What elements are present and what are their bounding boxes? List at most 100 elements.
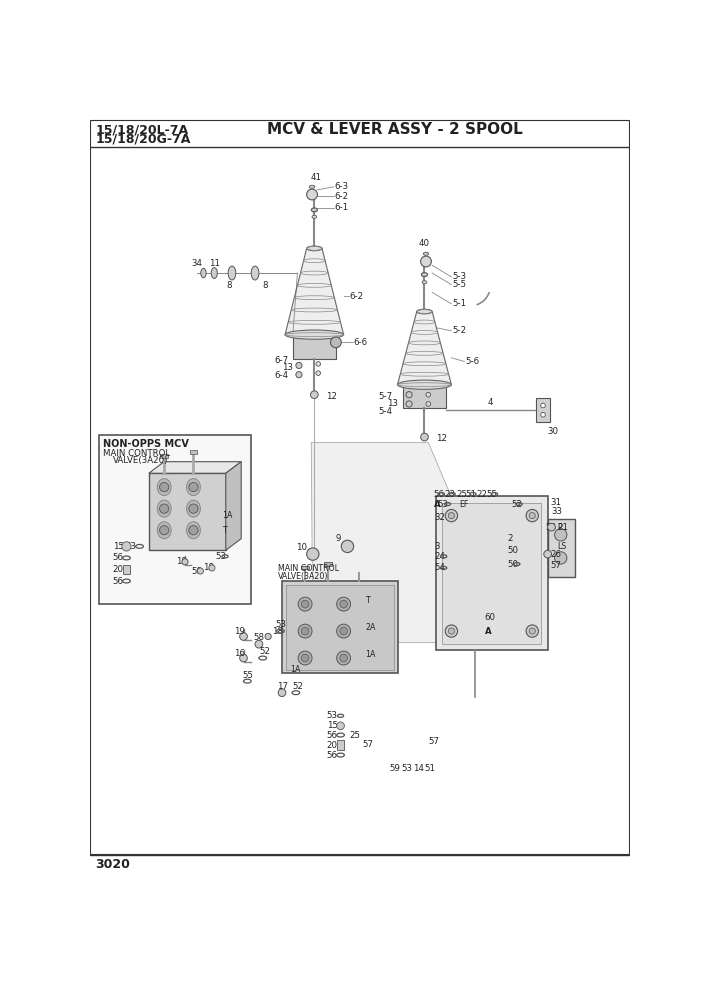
Text: 50: 50 — [508, 559, 519, 568]
Text: 5-7: 5-7 — [378, 392, 392, 401]
Text: 57: 57 — [550, 561, 561, 570]
Circle shape — [529, 628, 536, 634]
Text: 56: 56 — [326, 730, 338, 740]
Circle shape — [541, 403, 545, 408]
Text: 60: 60 — [484, 613, 496, 623]
Circle shape — [301, 627, 309, 635]
Bar — [124, 564, 130, 574]
Polygon shape — [285, 248, 343, 334]
Text: 17: 17 — [277, 682, 288, 691]
Ellipse shape — [310, 186, 314, 188]
Text: VALVE(3A20): VALVE(3A20) — [278, 572, 329, 581]
Ellipse shape — [157, 478, 171, 496]
Text: 19: 19 — [234, 627, 245, 636]
Circle shape — [307, 548, 319, 560]
Text: 53: 53 — [326, 711, 338, 720]
Text: 18: 18 — [203, 563, 213, 572]
Ellipse shape — [421, 273, 428, 277]
Text: 52: 52 — [292, 682, 303, 691]
Circle shape — [301, 600, 309, 608]
Text: 57: 57 — [428, 737, 439, 746]
Bar — [160, 454, 168, 458]
Text: 58: 58 — [191, 566, 202, 575]
Text: 5-4: 5-4 — [378, 407, 392, 416]
Text: 15/18/20G-7A: 15/18/20G-7A — [95, 133, 191, 146]
Circle shape — [189, 482, 198, 492]
Text: 53: 53 — [126, 542, 137, 551]
Ellipse shape — [201, 269, 206, 278]
Ellipse shape — [157, 522, 171, 539]
Text: 6-1: 6-1 — [334, 203, 348, 212]
Text: MAIN CONTROL: MAIN CONTROL — [278, 564, 339, 573]
Text: 8: 8 — [263, 281, 268, 290]
Text: 58: 58 — [253, 633, 265, 642]
Text: 19: 19 — [176, 558, 187, 566]
Bar — [282, 581, 397, 674]
Circle shape — [340, 654, 347, 662]
Circle shape — [197, 568, 204, 574]
Circle shape — [445, 625, 458, 637]
Bar — [338, 740, 343, 750]
Circle shape — [239, 633, 247, 640]
Circle shape — [340, 627, 347, 635]
Bar — [301, 565, 309, 569]
Circle shape — [341, 541, 354, 553]
Text: 52: 52 — [512, 500, 522, 509]
Ellipse shape — [157, 500, 171, 517]
Ellipse shape — [285, 330, 343, 339]
Ellipse shape — [251, 266, 259, 280]
Circle shape — [449, 628, 454, 634]
Ellipse shape — [187, 500, 200, 517]
Circle shape — [159, 526, 168, 535]
Text: 32: 32 — [435, 514, 446, 523]
Text: 5-1: 5-1 — [452, 300, 466, 309]
Text: 10: 10 — [296, 544, 307, 553]
Circle shape — [310, 391, 318, 399]
Text: 55: 55 — [242, 672, 253, 681]
Text: 1A: 1A — [365, 650, 376, 659]
Ellipse shape — [312, 215, 317, 218]
Text: 8: 8 — [227, 281, 232, 290]
Text: 6-2: 6-2 — [334, 191, 348, 200]
Text: 6-4: 6-4 — [274, 371, 289, 380]
Bar — [149, 473, 226, 551]
Text: 26: 26 — [550, 550, 561, 558]
Text: LS: LS — [557, 542, 567, 551]
Circle shape — [337, 597, 350, 611]
Text: 52: 52 — [259, 648, 270, 657]
Text: 18: 18 — [272, 627, 283, 636]
Polygon shape — [397, 311, 451, 385]
Text: 22: 22 — [476, 489, 487, 499]
Text: 13: 13 — [282, 363, 293, 372]
Text: 41: 41 — [310, 173, 322, 183]
Circle shape — [298, 624, 312, 638]
Text: 2: 2 — [508, 534, 513, 544]
Text: T: T — [365, 596, 370, 605]
Bar — [442, 503, 541, 644]
Text: 1A: 1A — [222, 511, 232, 520]
Text: 53: 53 — [437, 500, 449, 509]
Text: 3020: 3020 — [95, 858, 131, 871]
Text: 30: 30 — [548, 428, 559, 436]
Circle shape — [298, 651, 312, 665]
Bar — [403, 385, 446, 408]
Bar — [293, 334, 336, 359]
Text: 34: 34 — [192, 259, 203, 268]
Circle shape — [189, 504, 198, 513]
Text: 25: 25 — [456, 489, 467, 499]
Circle shape — [449, 513, 454, 519]
Text: 13: 13 — [388, 400, 399, 409]
Text: 2A: 2A — [365, 623, 376, 632]
Text: 55: 55 — [486, 489, 498, 499]
Circle shape — [296, 362, 302, 368]
Circle shape — [265, 634, 271, 640]
Circle shape — [420, 434, 428, 440]
Ellipse shape — [211, 268, 218, 279]
Text: 6-7: 6-7 — [274, 355, 289, 364]
Circle shape — [239, 654, 247, 662]
Text: 40: 40 — [418, 239, 430, 248]
Text: 56: 56 — [326, 751, 338, 760]
Circle shape — [529, 513, 536, 519]
Bar — [190, 450, 197, 454]
Circle shape — [182, 558, 188, 564]
